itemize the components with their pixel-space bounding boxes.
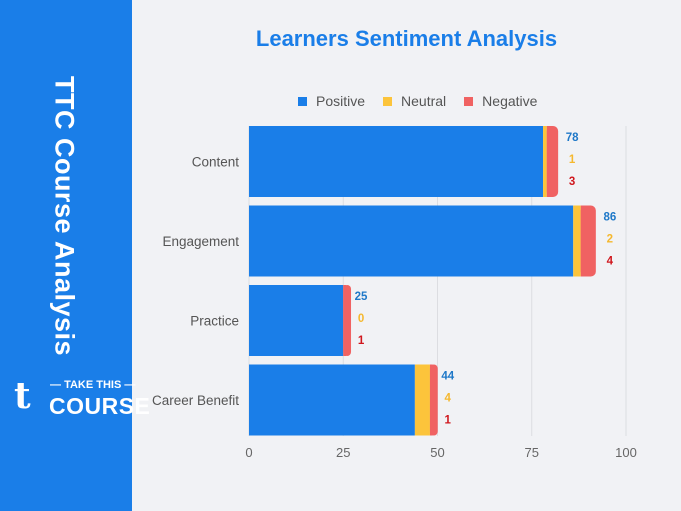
t-logo-icon: t	[14, 375, 31, 417]
chart-legend: Positive Neutral Negative	[298, 92, 555, 110]
value-label-engagement-neutral: 2	[607, 234, 613, 246]
value-label-content-positive: 78	[566, 132, 579, 144]
legend-label-positive: Positive	[316, 93, 366, 109]
legend-swatch-negative	[464, 96, 474, 106]
x-tick-label-50: 50	[430, 445, 444, 460]
x-tick-label-25: 25	[336, 445, 350, 460]
legend-swatch-positive	[298, 96, 307, 106]
category-label-practice: Practice	[190, 314, 239, 329]
value-label-career-benefit-positive: 44	[441, 371, 454, 383]
bar-career-benefit-positive	[249, 364, 415, 436]
bar-content-neutral	[543, 126, 547, 197]
bar-content-positive	[249, 126, 544, 197]
bar-fill-engagement-negative	[580, 205, 590, 277]
value-label-career-benefit-negative: 1	[445, 415, 452, 427]
category-label-career-benefit: Career Benefit	[152, 393, 239, 408]
value-label-practice-positive: 25	[355, 291, 368, 303]
x-tick-label-0: 0	[245, 445, 252, 460]
value-label-practice-negative: 1	[358, 335, 365, 347]
bar-engagement-positive	[249, 205, 574, 277]
logo-top-text: — TAKE THIS —	[50, 379, 136, 391]
legend-item-negative: Negative	[464, 93, 537, 109]
value-label-career-benefit-neutral: 4	[445, 393, 452, 405]
value-label-practice-neutral: 0	[358, 313, 364, 325]
legend-label-neutral: Neutral	[401, 93, 447, 109]
take-this-course-logo: t — TAKE THIS — COURSE	[14, 375, 150, 426]
value-label-content-negative: 3	[569, 176, 575, 188]
value-label-engagement-negative: 4	[607, 256, 614, 268]
category-label-content: Content	[192, 155, 240, 170]
legend-swatch-neutral	[383, 96, 393, 106]
value-label-engagement-positive: 86	[603, 212, 616, 224]
legend-item-positive: Positive	[298, 93, 365, 109]
bar-engagement-neutral	[573, 205, 581, 277]
chart-title: Learners Sentiment Analysis	[255, 26, 558, 51]
logo-bottom-text: COURSE	[49, 393, 151, 419]
bar-fill-practice-negative	[343, 285, 347, 356]
category-label-engagement: Engagement	[162, 234, 239, 249]
bar-fill-content-negative	[546, 126, 553, 197]
sidebar: TTC Course Analysis t — TAKE THIS — COUR…	[0, 0, 150, 511]
value-label-content-neutral: 1	[569, 154, 576, 166]
bar-practice-positive	[249, 285, 344, 356]
legend-item-neutral: Neutral	[383, 93, 446, 109]
x-tick-label-100: 100	[615, 445, 637, 460]
legend-label-negative: Negative	[482, 93, 538, 109]
bar-career-benefit-neutral	[414, 364, 430, 436]
x-tick-label-75: 75	[525, 445, 539, 460]
bar-fill-career-benefit-negative	[429, 364, 433, 436]
